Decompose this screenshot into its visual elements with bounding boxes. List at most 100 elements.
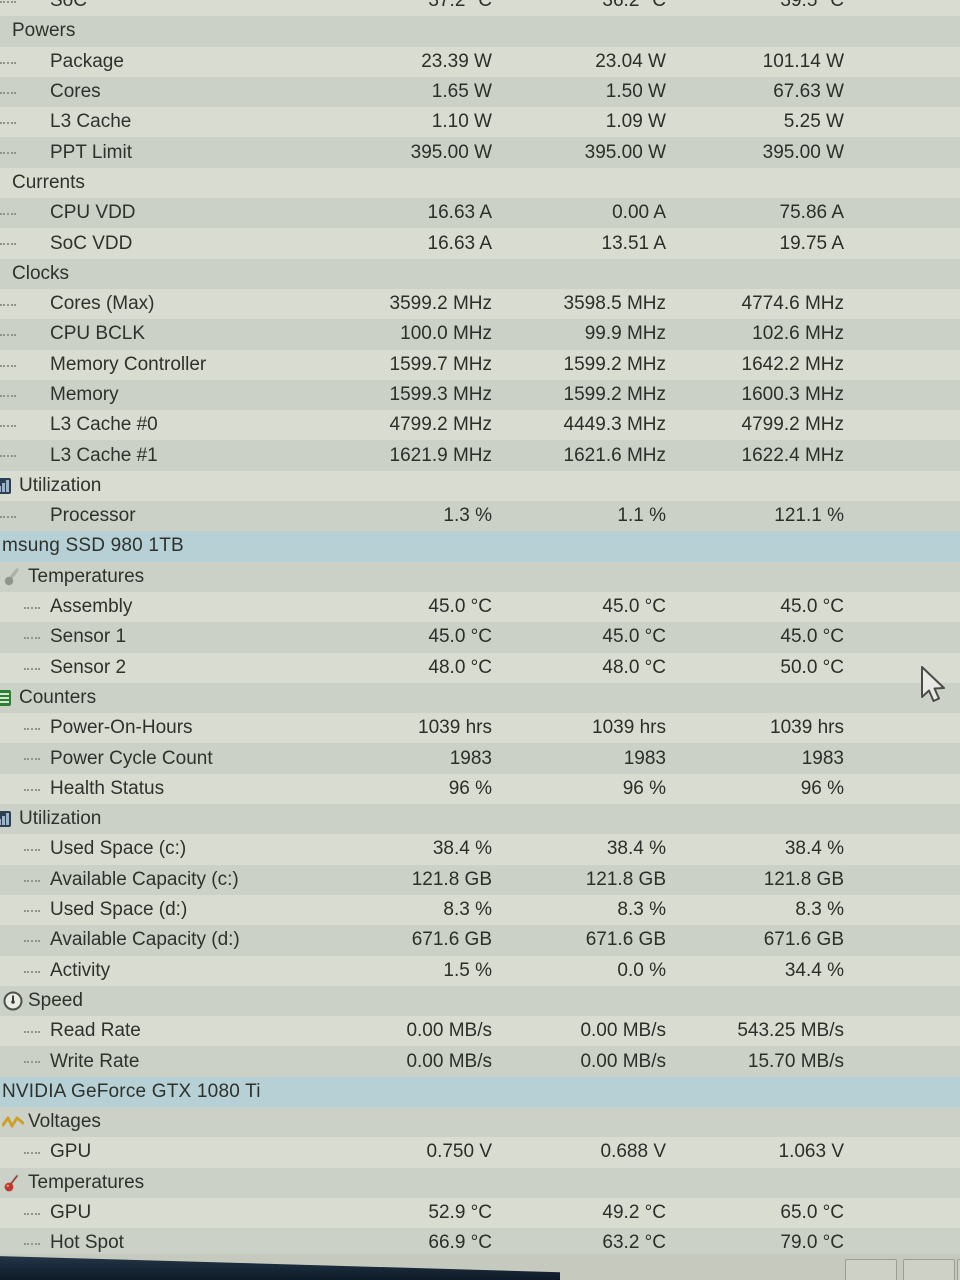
sensor-row[interactable]: Used Space (d:) 8.3 % 8.3 % 8.3 % bbox=[0, 894, 960, 926]
device-header-row[interactable]: NVIDIA GeForce GTX 1080 Ti bbox=[0, 1076, 960, 1107]
sensor-row[interactable]: Read Rate 0.00 MB/s 0.00 MB/s 543.25 MB/s bbox=[0, 1016, 960, 1047]
value-col-3: 8.3 % bbox=[795, 899, 844, 921]
value-columns: 1599.7 MHz 1599.2 MHz 1642.2 MHz bbox=[300, 350, 844, 380]
sensor-row[interactable]: Package 23.39 W 23.04 W 101.14 W bbox=[0, 46, 960, 77]
sensor-row[interactable]: Memory Controller 1599.7 MHz 1599.2 MHz 164… bbox=[0, 349, 960, 380]
value-col-2: 671.6 GB bbox=[585, 929, 666, 951]
footer-button[interactable] bbox=[903, 1259, 955, 1280]
tree-connector bbox=[0, 455, 16, 458]
value-columns: 48.0 °C 48.0 °C 50.0 °C bbox=[300, 653, 844, 683]
section-header-row[interactable]: Clocks bbox=[0, 258, 960, 289]
sensor-row[interactable]: L3 Cache #1 1621.9 MHz 1621.6 MHz 1622.4 MH… bbox=[0, 440, 960, 471]
value-col-1: 45.0 °C bbox=[428, 596, 492, 618]
section-header-row[interactable]: Temperatures bbox=[0, 561, 960, 592]
value-col-2: 121.8 GB bbox=[585, 868, 666, 890]
value-col-3: 45.0 °C bbox=[780, 626, 844, 648]
tree-connector bbox=[0, 152, 16, 155]
device-name: NVIDIA GeForce GTX 1080 Ti bbox=[2, 1080, 261, 1102]
value-col-3: 1600.3 MHz bbox=[741, 384, 844, 405]
row-label: Power-On-Hours bbox=[50, 717, 193, 739]
section-header-row[interactable]: Counters bbox=[0, 682, 960, 714]
device-header-row[interactable]: msung SSD 980 1TB bbox=[0, 531, 960, 562]
device-name: msung SSD 980 1TB bbox=[2, 535, 184, 557]
sensor-row[interactable]: L3 Cache 1.10 W 1.09 W 5.25 W bbox=[0, 107, 960, 138]
value-col-3: 79.0 °C bbox=[780, 1232, 844, 1254]
value-col-3: 5.25 W bbox=[783, 111, 844, 133]
value-col-2: 1599.2 MHz bbox=[563, 353, 666, 375]
sensor-row[interactable]: SoC VDD 16.63 A 13.51 A 19.75 A bbox=[0, 228, 960, 259]
section-header-row[interactable]: Voltages bbox=[0, 1106, 960, 1138]
value-col-2: 4449.3 MHz bbox=[563, 414, 666, 436]
footer-button[interactable] bbox=[845, 1259, 897, 1280]
row-label: Read Rate bbox=[50, 1020, 141, 1042]
value-columns: 1621.9 MHz 1621.6 MHz 1622.4 MHz bbox=[300, 440, 844, 470]
sensor-row[interactable]: Available Capacity (d:) 671.6 GB 671.6 GB 6… bbox=[0, 925, 960, 956]
section-header-row[interactable]: Speed bbox=[0, 985, 960, 1017]
sensor-row[interactable]: GPU 52.9 °C 49.2 °C 65.0 °C bbox=[0, 1197, 960, 1229]
section-header-row[interactable]: Utilization bbox=[0, 470, 960, 502]
section-header-row[interactable]: Powers bbox=[0, 16, 960, 47]
value-col-1: 1.10 W bbox=[431, 111, 492, 133]
value-col-2: 0.0 % bbox=[617, 959, 666, 981]
row-label: Powers bbox=[12, 20, 76, 42]
value-columns: 38.4 % 38.4 % 38.4 % bbox=[300, 834, 844, 864]
tree-connector bbox=[0, 303, 16, 306]
sensor-row[interactable]: Health Status 96 % 96 % 96 % bbox=[0, 773, 960, 805]
tree-connector bbox=[24, 849, 40, 852]
sensor-row[interactable]: Sensor 1 45.0 °C 45.0 °C 45.0 °C bbox=[0, 622, 960, 653]
value-columns: 1983 1983 1983 bbox=[300, 743, 844, 773]
sensor-row[interactable]: Cores 1.65 W 1.50 W 67.63 W bbox=[0, 76, 960, 108]
row-label: Package bbox=[50, 50, 124, 72]
value-col-3: 1.063 V bbox=[778, 1141, 845, 1163]
section-header-row[interactable]: Temperatures bbox=[0, 1167, 960, 1198]
value-col-1: 16.63 A bbox=[427, 232, 492, 254]
sensor-row[interactable]: SoC 37.2 °C 36.2 °C 39.5 °C bbox=[0, 0, 960, 17]
value-col-3: 1642.2 MHz bbox=[741, 353, 844, 375]
value-columns: 1039 hrs 1039 hrs 1039 hrs bbox=[300, 713, 844, 743]
value-col-1: 48.0 °C bbox=[428, 656, 492, 678]
value-columns: 96 % 96 % 96 % bbox=[300, 774, 844, 804]
row-label: PPT Limit bbox=[50, 141, 133, 163]
value-col-2: 49.2 °C bbox=[602, 1202, 666, 1224]
row-label: Memory Controller bbox=[50, 353, 207, 375]
value-col-1: 3599.2 MHz bbox=[389, 293, 492, 315]
row-label: Counters bbox=[19, 686, 97, 708]
value-columns: 121.8 GB 121.8 GB 121.8 GB bbox=[300, 865, 844, 895]
value-columns: 1.65 W 1.50 W 67.63 W bbox=[300, 77, 844, 107]
sensor-row[interactable]: CPU BCLK 100.0 MHz 99.9 MHz 102.6 MHz bbox=[0, 319, 960, 350]
sensor-row[interactable]: Available Capacity (c:) 121.8 GB 121.8 GB 1… bbox=[0, 864, 960, 895]
sensor-row[interactable]: Sensor 2 48.0 °C 48.0 °C 50.0 °C bbox=[0, 652, 960, 683]
sensor-row[interactable]: Memory 1599.3 MHz 1599.2 MHz 1600.3 MHz bbox=[0, 379, 960, 411]
tree-connector bbox=[0, 364, 16, 367]
section-header-row[interactable]: Currents bbox=[0, 167, 960, 199]
sensor-row[interactable]: Hot Spot 66.9 °C 63.2 °C 79.0 °C bbox=[0, 1228, 960, 1259]
sensor-row[interactable]: L3 Cache #0 4799.2 MHz 4449.3 MHz 4799.2 MH… bbox=[0, 410, 960, 441]
value-col-2: 99.9 MHz bbox=[584, 323, 666, 345]
section-header-row[interactable]: Utilization bbox=[0, 804, 960, 835]
value-col-3: 102.6 MHz bbox=[752, 323, 844, 345]
value-col-3: 75.86 A bbox=[779, 202, 844, 224]
footer-button[interactable] bbox=[957, 1259, 960, 1280]
sensor-row[interactable]: Power Cycle Count 1983 1983 1983 bbox=[0, 743, 960, 774]
sensor-row[interactable]: Activity 1.5 % 0.0 % 34.4 % bbox=[0, 955, 960, 986]
sensor-row[interactable]: Assembly 45.0 °C 45.0 °C 45.0 °C bbox=[0, 591, 960, 623]
value-columns: 0.00 MB/s 0.00 MB/s 15.70 MB/s bbox=[300, 1046, 844, 1076]
value-col-2: 0.00 MB/s bbox=[580, 1020, 666, 1042]
sensor-row[interactable]: Write Rate 0.00 MB/s 0.00 MB/s 15.70 MB/s bbox=[0, 1046, 960, 1077]
tree-connector bbox=[0, 394, 16, 397]
sensor-row[interactable]: GPU 0.750 V 0.688 V 1.063 V bbox=[0, 1137, 960, 1168]
tree-connector bbox=[24, 637, 40, 640]
sensor-row[interactable]: CPU VDD 16.63 A 0.00 A 75.86 A bbox=[0, 198, 960, 229]
sensor-row[interactable]: Used Space (c:) 38.4 % 38.4 % 38.4 % bbox=[0, 834, 960, 865]
row-label: Cores bbox=[50, 81, 101, 103]
sensor-row[interactable]: Cores (Max) 3599.2 MHz 3598.5 MHz 4774.6 MH… bbox=[0, 288, 960, 320]
value-col-1: 671.6 GB bbox=[411, 929, 492, 951]
row-label: Utilization bbox=[19, 474, 102, 496]
row-label: CPU VDD bbox=[50, 202, 136, 224]
sensor-row[interactable]: PPT Limit 395.00 W 395.00 W 395.00 W bbox=[0, 137, 960, 168]
sensor-row[interactable]: Processor 1.3 % 1.1 % 121.1 % bbox=[0, 501, 960, 532]
value-columns: 1.10 W 1.09 W 5.25 W bbox=[300, 107, 844, 137]
value-columns: 3599.2 MHz 3598.5 MHz 4774.6 MHz bbox=[300, 289, 844, 319]
value-col-1: 0.00 MB/s bbox=[406, 1020, 492, 1042]
sensor-row[interactable]: Power-On-Hours 1039 hrs 1039 hrs 1039 hrs bbox=[0, 713, 960, 744]
